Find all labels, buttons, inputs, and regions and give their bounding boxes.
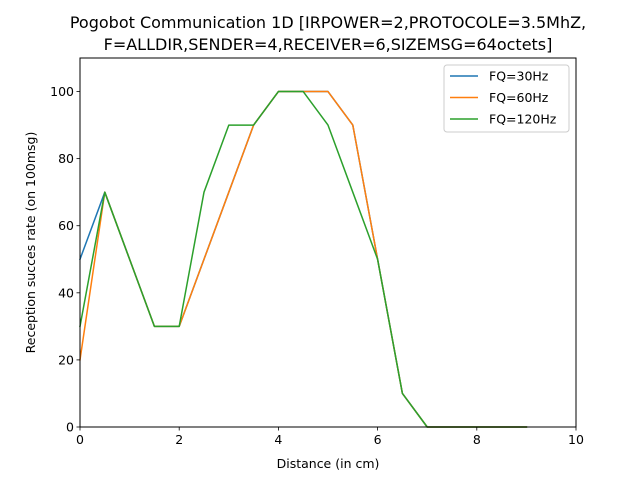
chart-title-line-1: Pogobot Communication 1D [IRPOWER=2,PROT…	[70, 13, 586, 32]
chart-title-line-2: F=ALLDIR,SENDER=4,RECEIVER=6,SIZEMSG=64o…	[104, 35, 553, 54]
y-axis: 0 20 40 60 80 100	[50, 84, 80, 435]
legend-label-2: FQ=60Hz	[489, 90, 549, 105]
y-tick-label: 0	[66, 420, 74, 435]
x-tick-label: 6	[374, 432, 382, 447]
y-axis-label: Reception succes rate (on 100msg)	[23, 132, 38, 354]
x-tick-label: 2	[175, 432, 183, 447]
x-axis: 0 2 4 6 8 10	[76, 427, 584, 447]
x-tick-label: 4	[274, 432, 282, 447]
legend-label-1: FQ=30Hz	[489, 69, 549, 84]
y-tick-label: 100	[50, 84, 74, 99]
y-tick-label: 60	[58, 218, 74, 233]
plot-frame	[79, 57, 577, 428]
legend: FQ=30Hz FQ=60Hz FQ=120Hz	[443, 64, 570, 133]
y-tick-label: 40	[58, 285, 74, 300]
y-tick-label: 80	[58, 151, 74, 166]
x-tick-label: 0	[76, 432, 84, 447]
legend-box	[443, 64, 570, 133]
x-tick-label: 10	[568, 432, 584, 447]
y-tick-label: 20	[58, 352, 74, 367]
legend-label-3: FQ=120Hz	[489, 112, 557, 127]
x-axis-label: Distance (in cm)	[277, 456, 380, 471]
x-tick-label: 8	[473, 432, 481, 447]
